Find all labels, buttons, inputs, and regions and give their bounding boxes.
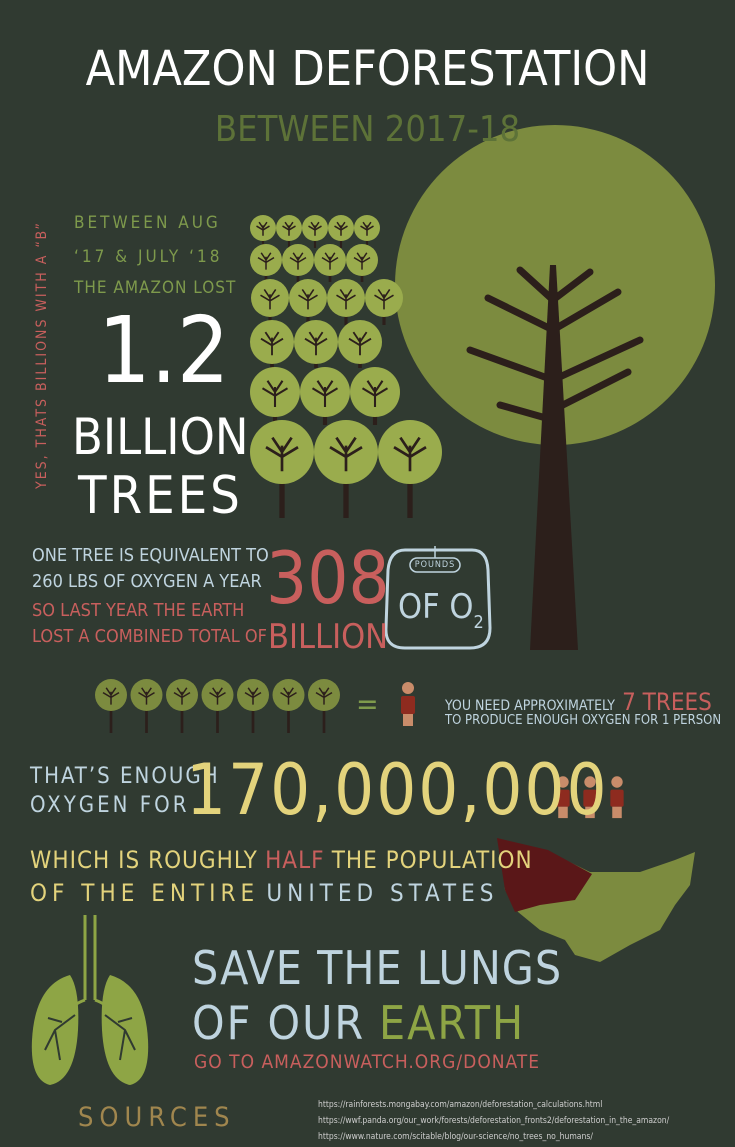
cta-link[interactable]: GO TO AMAZONWATCH.ORG/DONATE (194, 1051, 540, 1073)
cta-line: SAVE THE LUNGS (192, 941, 563, 995)
tree-branches (360, 221, 374, 236)
person-legs (558, 806, 568, 819)
intro-line: BETWEEN AUG (74, 213, 221, 233)
per-person-highlight: 7 TREES (622, 688, 712, 716)
title: AMAZON DEFORESTATION (85, 41, 650, 97)
oxygen-line: 260 LBS OF OXYGEN A YEAR (32, 571, 262, 592)
big-tree-trunk (530, 265, 578, 650)
weight-text-main: OF O (398, 587, 474, 627)
weight-label: POUNDS (414, 560, 456, 570)
population-highlight: HALF (265, 846, 325, 874)
weight-icon (384, 548, 492, 650)
tree-branches (298, 289, 318, 310)
tree-branches (304, 331, 328, 356)
weight-sub: 2 (473, 612, 484, 633)
person-head (557, 776, 569, 788)
tree-branches (329, 436, 363, 472)
per-person-text: YOU NEED APPROXIMATELY (445, 698, 615, 714)
tree-branches (260, 289, 280, 310)
oxygen-unit: BILLION (268, 617, 389, 657)
population-text: THE POPULATION (331, 846, 533, 874)
tree-branches (209, 687, 226, 705)
sources-title: SOURCES (78, 1102, 236, 1133)
tree-branches (244, 687, 262, 705)
population-highlight: UNITED STATES (266, 879, 499, 907)
tree-branches (321, 252, 339, 270)
per-person-line: YOU NEED APPROXIMATELY 7 TREES (445, 690, 712, 714)
big-tree-branches (466, 266, 644, 424)
tree-branches (393, 436, 427, 472)
population-line: WHICH IS ROUGHLY HALF THE POPULATION (30, 848, 533, 872)
tree-branches (260, 331, 284, 356)
cta-text: OF OUR (192, 996, 366, 1050)
tree-branches (311, 380, 339, 407)
tree-branches (257, 252, 275, 270)
tree-branches (256, 221, 270, 236)
tree-branches (265, 436, 299, 472)
big-unit: BILLION (72, 408, 249, 466)
person-legs (612, 806, 622, 819)
population-text: WHICH IS ROUGHLY (30, 846, 258, 874)
person-body (556, 789, 570, 807)
tree-branches (282, 221, 296, 236)
tree-branches (280, 687, 297, 705)
source-link[interactable]: https://wwf.panda.org/our_work/forests/d… (318, 1116, 670, 1126)
person-head (402, 682, 414, 694)
people-line: OXYGEN FOR (30, 793, 190, 818)
tree-branches (361, 380, 389, 407)
people-number: 170,000,000 (186, 749, 609, 831)
tree-branches (289, 252, 307, 270)
person-body (583, 789, 597, 807)
tree-branches (315, 687, 333, 705)
person-head (611, 776, 623, 788)
tree-branches (102, 687, 120, 705)
tree-branches (348, 331, 372, 356)
lung-veins (44, 1014, 136, 1061)
tree-branches (334, 221, 348, 236)
oxygen-line: ONE TREE IS EQUIVALENT TO (32, 545, 269, 566)
person-head (584, 776, 596, 788)
big-noun: TREES (78, 466, 243, 526)
oxygen-number: 308 (266, 536, 390, 620)
cta-highlight: EARTH (378, 996, 526, 1050)
population-text: OF THE ENTIRE (30, 879, 260, 907)
person-body (610, 789, 624, 807)
oxygen-line: LOST A COMBINED TOTAL OF (32, 626, 267, 647)
big-number: 1.2 (98, 297, 230, 404)
tree-branches (336, 289, 356, 310)
tree-branches (261, 380, 289, 407)
person-body (401, 696, 415, 714)
source-link[interactable]: https://www.nature.com/scitable/blog/our… (318, 1132, 593, 1142)
cta-line: OF OUR EARTH (192, 1000, 525, 1046)
side-note: YES, THATS BILLIONS WITH A “B” (34, 221, 50, 489)
oxygen-line: SO LAST YEAR THE EARTH (32, 600, 245, 621)
person-legs (403, 714, 413, 726)
tree-branches (353, 252, 371, 270)
equals: = (356, 687, 379, 722)
us-map-half (497, 838, 592, 912)
person-legs (585, 806, 595, 819)
people-line: THAT’S ENOUGH (30, 764, 220, 789)
population-line: OF THE ENTIRE UNITED STATES (30, 881, 498, 905)
source-link[interactable]: https://rainforests.mongabay.com/amazon/… (318, 1100, 603, 1110)
tree-branches (308, 221, 322, 236)
tree-branches (138, 687, 155, 705)
intro-line: THE AMAZON LOST (74, 278, 237, 298)
per-person-line: TO PRODUCE ENOUGH OXYGEN FOR 1 PERSON (445, 713, 722, 728)
tree-branches (173, 687, 191, 705)
weight-text: OF O2 (398, 590, 484, 632)
tree-branches (374, 289, 394, 310)
intro-line: ‘17 & JULY ‘18 (74, 247, 223, 267)
subtitle: BETWEEN 2017-18 (214, 109, 521, 150)
